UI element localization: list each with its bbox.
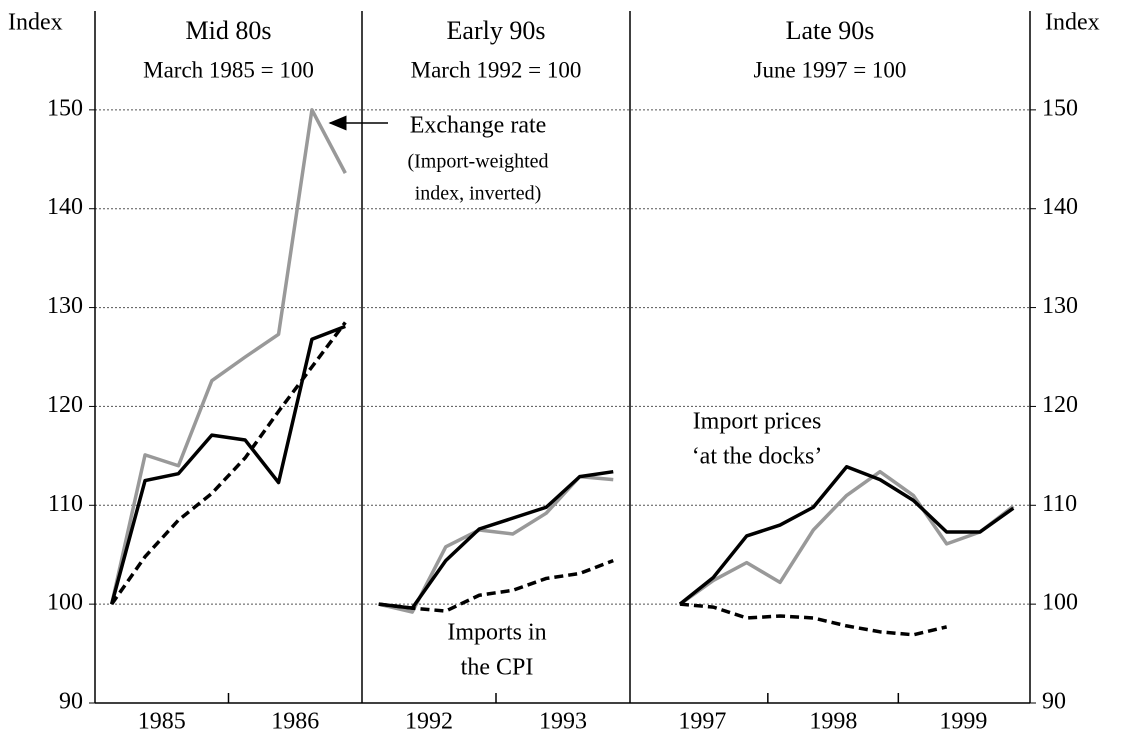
x-tick-label: 1992 bbox=[405, 709, 453, 735]
panel-title: Late 90s bbox=[786, 16, 875, 45]
y2-axis-label: Index bbox=[1045, 10, 1100, 36]
line-series bbox=[678, 464, 1015, 606]
grid bbox=[95, 109, 1030, 605]
panel-title: Mid 80s bbox=[186, 16, 272, 45]
x-tick-label: 1999 bbox=[939, 709, 987, 735]
y2-tick-label: 100 bbox=[1042, 590, 1078, 616]
line-series bbox=[378, 469, 614, 610]
x-tick-label: 1993 bbox=[539, 709, 587, 735]
line-series bbox=[378, 559, 614, 613]
y-tick-label: 110 bbox=[48, 491, 83, 517]
y2-tick-label: 120 bbox=[1042, 392, 1078, 418]
annotation: (Import-weighted bbox=[407, 151, 548, 173]
x-tick-label: 1985 bbox=[138, 709, 186, 735]
y-tick-label: 150 bbox=[47, 95, 83, 121]
panel-subtitle: March 1985 = 100 bbox=[143, 57, 314, 82]
annotation: Imports in bbox=[447, 620, 546, 646]
y-tick-label: 140 bbox=[47, 194, 83, 220]
panel-subtitle: March 1992 = 100 bbox=[411, 57, 582, 82]
y2-tick-label: 110 bbox=[1042, 491, 1077, 517]
y-tick-label: 120 bbox=[47, 392, 83, 418]
y2-tick-label: 130 bbox=[1042, 293, 1078, 319]
y2-tick-label: 90 bbox=[1042, 689, 1066, 715]
annotation: the CPI bbox=[461, 655, 534, 681]
annotation: Import prices bbox=[693, 409, 822, 435]
x-tick-label: 1997 bbox=[678, 709, 726, 735]
y-tick-label: 130 bbox=[47, 293, 83, 319]
y2-tick-label: 140 bbox=[1042, 194, 1078, 220]
y2-tick-label: 150 bbox=[1042, 95, 1078, 121]
line-series bbox=[109, 324, 346, 605]
y-tick-label: 90 bbox=[59, 689, 83, 715]
panel-subtitle: June 1997 = 100 bbox=[754, 57, 907, 82]
x-tick-label: 1998 bbox=[809, 709, 857, 735]
y-tick-label: 100 bbox=[47, 590, 83, 616]
line-series bbox=[110, 321, 347, 606]
x-tick-label: 1986 bbox=[271, 709, 319, 735]
y-axis-label: Index bbox=[8, 10, 63, 36]
line-series bbox=[109, 108, 347, 605]
annotation: index, inverted) bbox=[415, 183, 542, 205]
line-series bbox=[679, 602, 948, 637]
line-series bbox=[678, 469, 1015, 606]
panel-title: Early 90s bbox=[447, 16, 546, 45]
annotation: ‘at the docks’ bbox=[692, 444, 823, 470]
annotation: Exchange rate bbox=[410, 113, 547, 139]
line-series bbox=[378, 474, 614, 614]
